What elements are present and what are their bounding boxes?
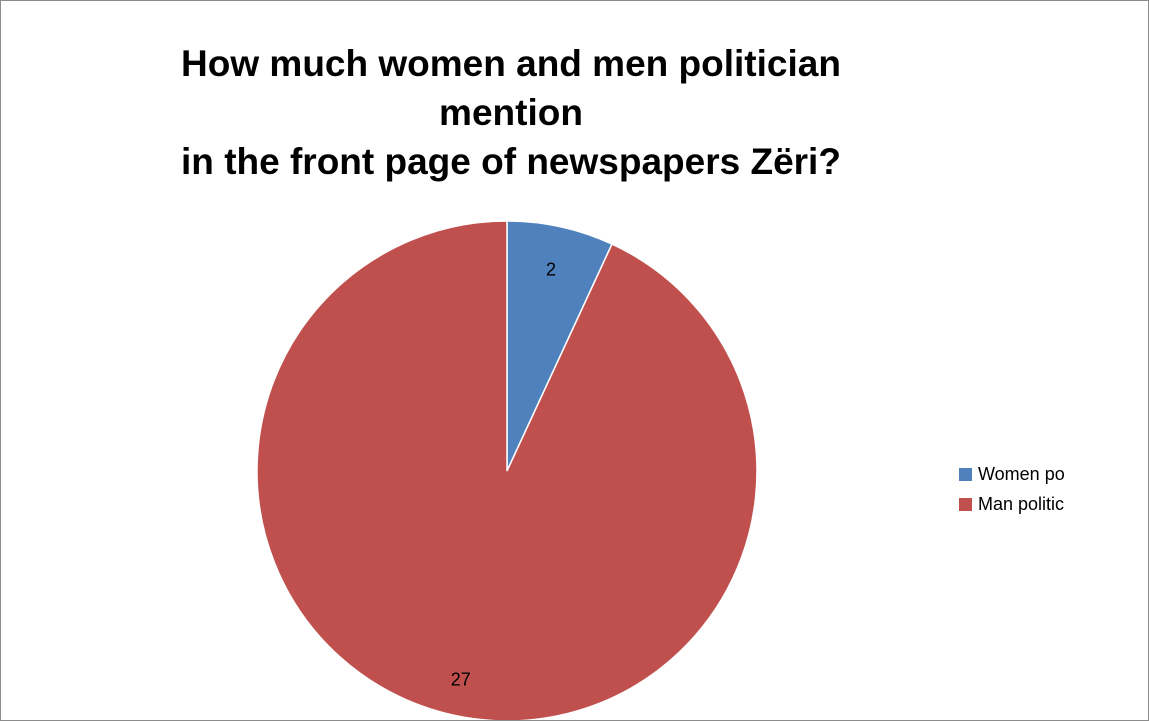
legend-item-men[interactable]: Man politic (959, 493, 1065, 515)
legend-label-women: Women po (978, 464, 1065, 484)
pie-slice-men (256, 220, 758, 720)
legend-label-men: Man politic (978, 494, 1065, 514)
legend: Women po Man politic (959, 463, 1065, 523)
data-label-women: 2 (546, 260, 556, 280)
legend-swatch-men (959, 498, 972, 511)
pie-slice-women (506, 220, 613, 472)
data-label-men: 27 (451, 670, 471, 690)
chart-title: How much women and men politician mentio… (181, 43, 841, 182)
legend-item-women[interactable]: Women po (959, 463, 1065, 485)
legend-swatch-women (959, 468, 972, 481)
